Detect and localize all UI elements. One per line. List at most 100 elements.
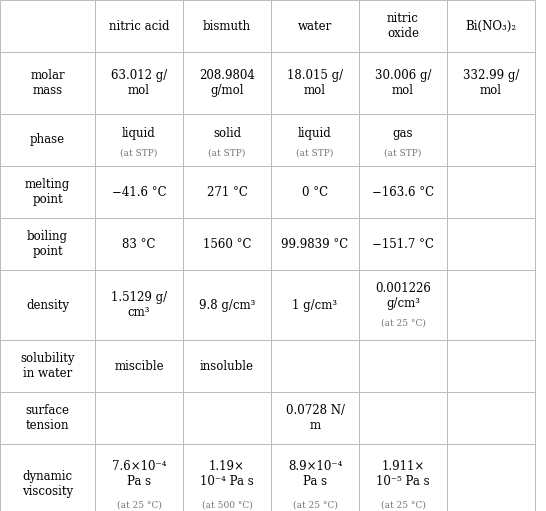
- Text: density: density: [26, 298, 69, 312]
- Bar: [271, 218, 359, 270]
- Text: (at 25 °C): (at 25 °C): [381, 319, 425, 328]
- Bar: [359, 0, 447, 52]
- Text: (at STP): (at STP): [209, 149, 246, 158]
- Text: 1.19×
10⁻⁴ Pa s: 1.19× 10⁻⁴ Pa s: [200, 459, 254, 487]
- Text: surface
tension: surface tension: [26, 404, 69, 432]
- Bar: [183, 392, 271, 444]
- Text: dynamic
viscosity: dynamic viscosity: [22, 470, 73, 498]
- Text: (at STP): (at STP): [120, 149, 158, 158]
- Bar: [95, 340, 183, 392]
- Text: 1.911×
10⁻⁵ Pa s: 1.911× 10⁻⁵ Pa s: [376, 459, 430, 487]
- Bar: [359, 340, 447, 392]
- Bar: [447, 0, 535, 52]
- Text: 8.9×10⁻⁴
Pa s: 8.9×10⁻⁴ Pa s: [288, 459, 342, 487]
- Bar: [447, 218, 535, 270]
- Text: 0 °C: 0 °C: [302, 185, 328, 198]
- Text: 1.5129 g/
cm³: 1.5129 g/ cm³: [111, 291, 167, 319]
- Bar: [0, 218, 95, 270]
- Text: (at 500 °C): (at 500 °C): [201, 500, 252, 509]
- Text: water: water: [298, 19, 332, 33]
- Bar: [271, 270, 359, 340]
- Bar: [447, 270, 535, 340]
- Text: (at STP): (at STP): [296, 149, 334, 158]
- Bar: [0, 114, 95, 166]
- Bar: [0, 340, 95, 392]
- Text: insoluble: insoluble: [200, 360, 254, 373]
- Bar: [271, 392, 359, 444]
- Bar: [95, 218, 183, 270]
- Text: liquid: liquid: [298, 127, 332, 140]
- Text: molar
mass: molar mass: [30, 69, 65, 97]
- Bar: [95, 114, 183, 166]
- Bar: [447, 52, 535, 114]
- Text: 0.001226
g/cm³: 0.001226 g/cm³: [375, 282, 431, 310]
- Bar: [183, 270, 271, 340]
- Bar: [359, 218, 447, 270]
- Text: 1 g/cm³: 1 g/cm³: [293, 298, 337, 312]
- Text: liquid: liquid: [122, 127, 156, 140]
- Text: miscible: miscible: [114, 360, 164, 373]
- Bar: [359, 166, 447, 218]
- Text: 83 °C: 83 °C: [122, 238, 156, 250]
- Text: solid: solid: [213, 127, 241, 140]
- Text: 332.99 g/
mol: 332.99 g/ mol: [463, 69, 519, 97]
- Text: −41.6 °C: −41.6 °C: [112, 185, 167, 198]
- Text: solubility
in water: solubility in water: [20, 352, 75, 380]
- Text: 7.6×10⁻⁴
Pa s: 7.6×10⁻⁴ Pa s: [112, 459, 166, 487]
- Bar: [271, 114, 359, 166]
- Bar: [183, 444, 271, 511]
- Bar: [183, 166, 271, 218]
- Text: 1560 °C: 1560 °C: [203, 238, 251, 250]
- Bar: [447, 444, 535, 511]
- Text: −163.6 °C: −163.6 °C: [372, 185, 434, 198]
- Text: (at 25 °C): (at 25 °C): [116, 500, 162, 509]
- Bar: [447, 114, 535, 166]
- Text: gas: gas: [393, 127, 413, 140]
- Text: 271 °C: 271 °C: [206, 185, 247, 198]
- Bar: [271, 340, 359, 392]
- Bar: [183, 114, 271, 166]
- Bar: [0, 166, 95, 218]
- Bar: [447, 166, 535, 218]
- Text: Bi(NO₃)₂: Bi(NO₃)₂: [465, 19, 517, 33]
- Text: boiling
point: boiling point: [27, 230, 68, 258]
- Text: −151.7 °C: −151.7 °C: [372, 238, 434, 250]
- Text: (at STP): (at STP): [384, 149, 422, 158]
- Bar: [95, 0, 183, 52]
- Bar: [95, 444, 183, 511]
- Bar: [0, 0, 95, 52]
- Bar: [271, 0, 359, 52]
- Text: 9.8 g/cm³: 9.8 g/cm³: [199, 298, 255, 312]
- Text: phase: phase: [30, 133, 65, 147]
- Text: 99.9839 °C: 99.9839 °C: [281, 238, 349, 250]
- Text: nitric
oxide: nitric oxide: [387, 12, 419, 40]
- Bar: [183, 340, 271, 392]
- Bar: [359, 270, 447, 340]
- Text: 63.012 g/
mol: 63.012 g/ mol: [111, 69, 167, 97]
- Bar: [447, 392, 535, 444]
- Bar: [183, 218, 271, 270]
- Bar: [359, 444, 447, 511]
- Bar: [95, 392, 183, 444]
- Text: 18.015 g/
mol: 18.015 g/ mol: [287, 69, 343, 97]
- Bar: [0, 444, 95, 511]
- Text: melting
point: melting point: [25, 178, 70, 206]
- Text: 208.9804
g/mol: 208.9804 g/mol: [199, 69, 255, 97]
- Bar: [95, 52, 183, 114]
- Bar: [271, 52, 359, 114]
- Text: (at 25 °C): (at 25 °C): [381, 500, 425, 509]
- Bar: [359, 114, 447, 166]
- Text: nitric acid: nitric acid: [109, 19, 169, 33]
- Bar: [271, 444, 359, 511]
- Bar: [95, 270, 183, 340]
- Text: 0.0728 N/
m: 0.0728 N/ m: [286, 404, 345, 432]
- Text: 30.006 g/
mol: 30.006 g/ mol: [375, 69, 431, 97]
- Bar: [0, 270, 95, 340]
- Bar: [359, 52, 447, 114]
- Bar: [359, 392, 447, 444]
- Text: bismuth: bismuth: [203, 19, 251, 33]
- Text: (at 25 °C): (at 25 °C): [293, 500, 337, 509]
- Bar: [0, 52, 95, 114]
- Bar: [0, 392, 95, 444]
- Bar: [95, 166, 183, 218]
